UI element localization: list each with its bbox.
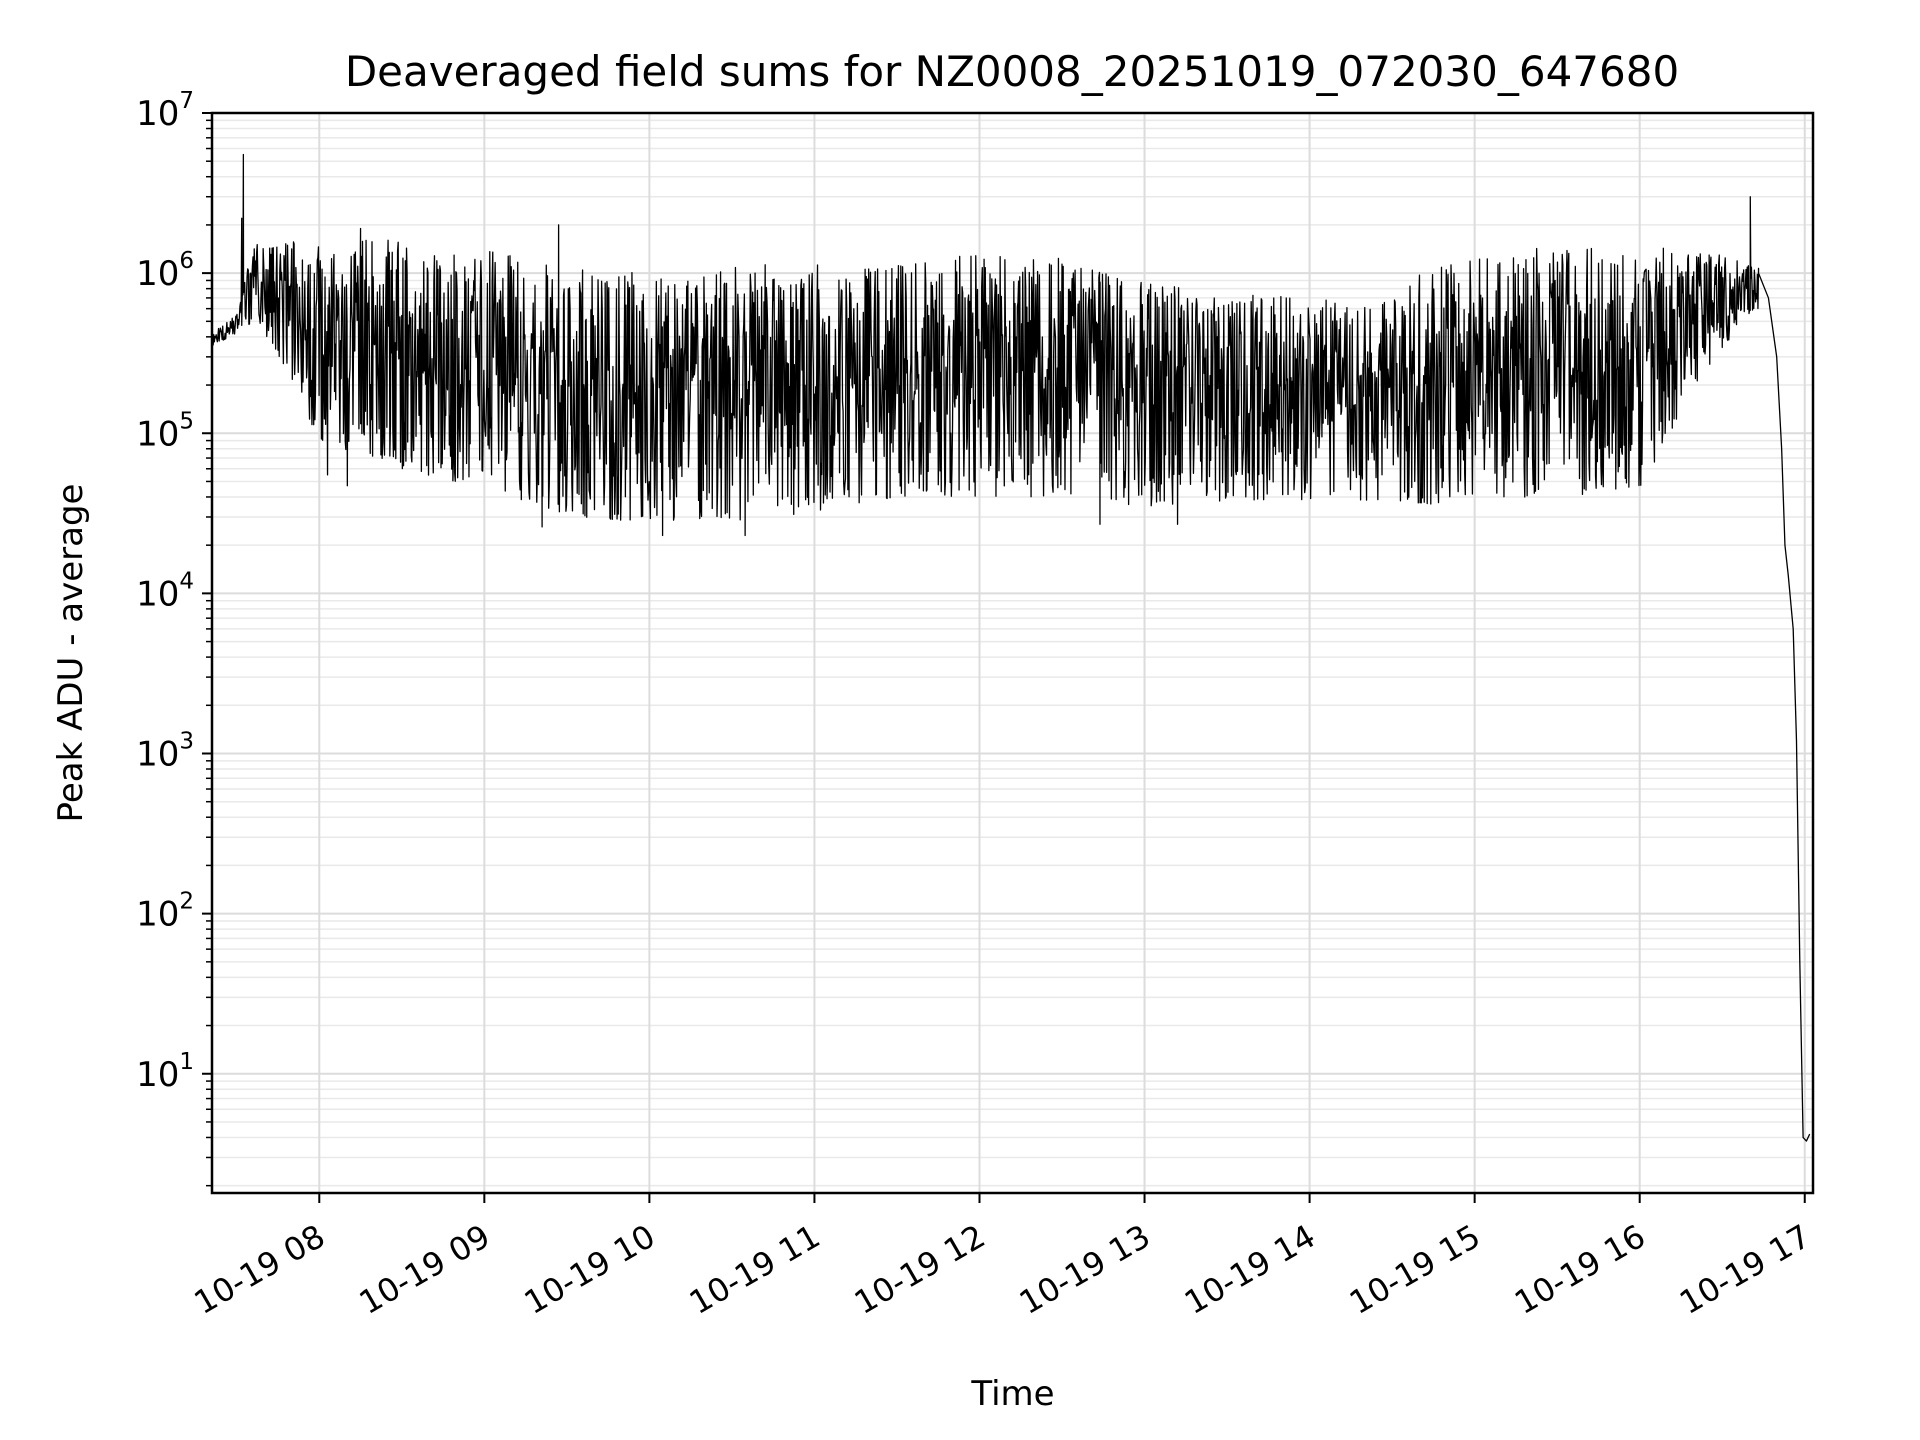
y-tick-base: 10 bbox=[136, 574, 179, 614]
y-tick-label: 106 bbox=[136, 248, 194, 294]
grid-lines bbox=[212, 112, 1813, 1193]
y-tick-base: 10 bbox=[136, 735, 179, 775]
y-tick-label: 105 bbox=[136, 408, 194, 454]
y-tick-base: 10 bbox=[136, 895, 179, 935]
y-axis-label: Peak ADU - average bbox=[51, 484, 91, 823]
series-line bbox=[211, 153, 1811, 1142]
y-tick-label: 107 bbox=[136, 88, 194, 134]
y-tick-base: 10 bbox=[136, 414, 179, 454]
y-tick-label: 103 bbox=[136, 729, 194, 775]
y-tick-label: 104 bbox=[136, 568, 194, 614]
plot-frame bbox=[210, 111, 1815, 1195]
data-series bbox=[211, 153, 1811, 1142]
y-tick-label: 102 bbox=[136, 889, 194, 935]
chart-title: Deaveraged field sums for NZ0008_2025101… bbox=[345, 47, 1679, 96]
y-tick-exponent: 5 bbox=[179, 408, 194, 434]
y-tick-base: 10 bbox=[136, 94, 179, 134]
y-tick-base: 10 bbox=[136, 1055, 179, 1095]
y-tick-exponent: 2 bbox=[179, 889, 194, 915]
y-tick-label: 101 bbox=[136, 1049, 194, 1095]
y-tick-exponent: 7 bbox=[179, 88, 194, 114]
x-axis-label: Time bbox=[970, 1374, 1054, 1414]
y-tick-exponent: 6 bbox=[179, 248, 194, 274]
y-tick-exponent: 3 bbox=[179, 729, 194, 755]
y-tick-base: 10 bbox=[136, 254, 179, 294]
y-tick-exponent: 1 bbox=[179, 1049, 194, 1075]
y-tick-exponent: 4 bbox=[179, 568, 194, 594]
